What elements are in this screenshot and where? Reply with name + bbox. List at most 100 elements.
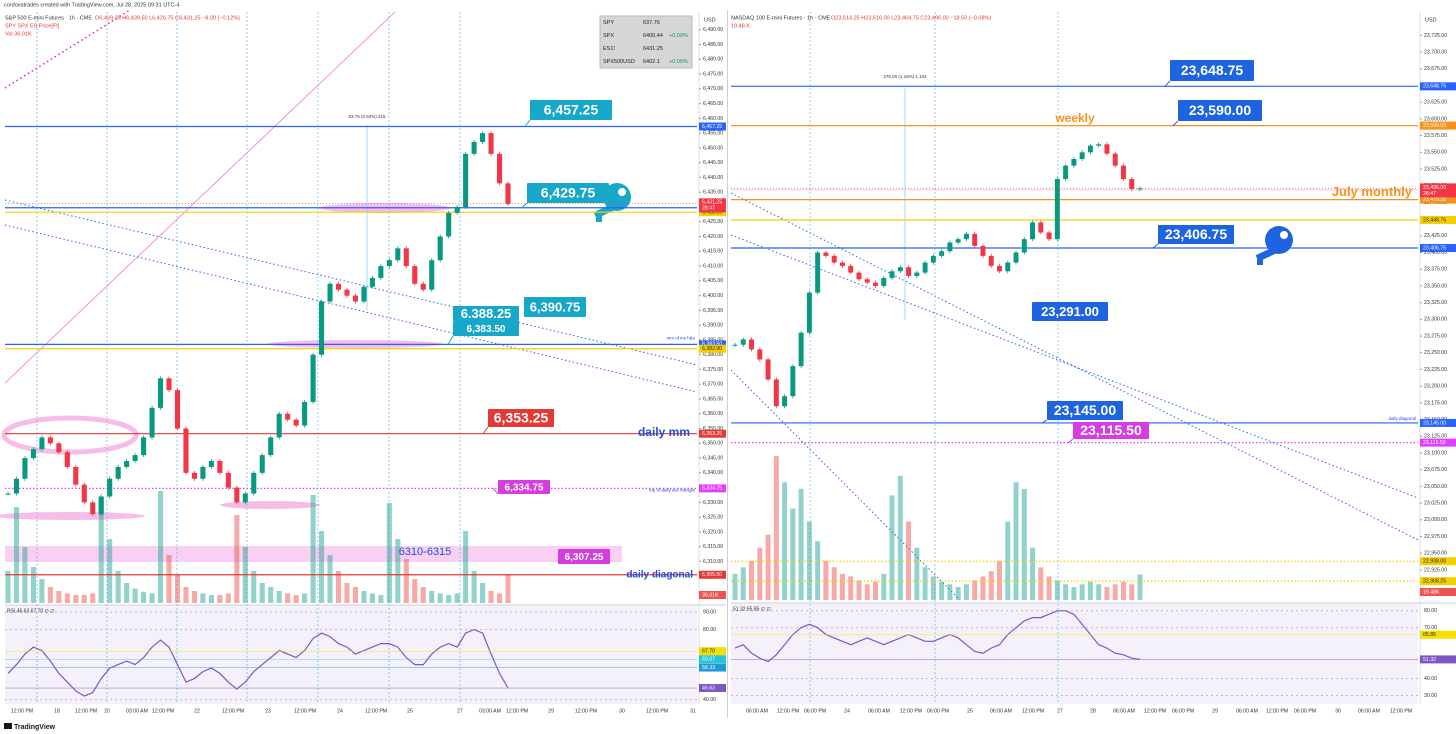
ohlc: O23,514.25 H23,516.00 L23,464.75 C23,496…: [831, 15, 991, 21]
volume-bar: [488, 591, 494, 603]
candle-body: [208, 461, 214, 467]
y-tick-label: 23,350.00: [1424, 283, 1447, 289]
volume-bar: [191, 591, 197, 603]
volume-bar: [1071, 586, 1077, 600]
y-tick-label: 23,025.00: [1424, 500, 1447, 506]
volume-bar: [1137, 574, 1143, 600]
price-badge-label: 22,908.25: [1423, 578, 1446, 584]
volume-bar: [56, 591, 62, 603]
volume-bar: [268, 587, 274, 603]
level-note: daily diagonal: [626, 569, 693, 580]
y-tick-label: 23,125.00: [1424, 434, 1447, 440]
volume-badge: [1420, 588, 1456, 596]
x-tick-label: 18: [54, 708, 60, 714]
candle-body: [1005, 262, 1011, 272]
price-badge: [1420, 418, 1456, 427]
volume-bar: [1021, 488, 1027, 600]
candle-body: [259, 455, 265, 473]
price-badge: [1420, 438, 1456, 447]
price-badge-label: 23,590.00: [1423, 123, 1446, 129]
rsi-line: [734, 610, 1141, 663]
volume-bar: [831, 567, 837, 600]
volume-bar: [740, 567, 746, 600]
x-tick-label: 20: [104, 708, 110, 714]
volume-bar: [352, 587, 358, 603]
symbol-title: S&P 500 E-mini Futures · 1h · CME: [5, 15, 92, 21]
volume-bar: [773, 456, 779, 600]
candle-body: [823, 252, 829, 256]
y-tick-label: 6,385.00: [703, 337, 723, 343]
price-badge: [699, 122, 726, 131]
candle-body: [906, 267, 912, 276]
info-cell: SPX500USD: [603, 59, 635, 65]
volume-bar: [183, 587, 189, 603]
price-badge-label: 23,145.00: [1423, 420, 1446, 426]
callout: [453, 306, 519, 321]
candle-body: [1021, 239, 1027, 253]
callout-label: 6,457.25: [544, 102, 599, 118]
y-tick-label: 6,310.00: [703, 559, 723, 565]
callout-pointer: [482, 426, 489, 435]
y-tick-label: 23,300.00: [1424, 317, 1447, 323]
price-badge-label: 23,479.25: [1423, 197, 1446, 203]
candle-body: [848, 265, 854, 273]
footer-logo: TradingView: [14, 724, 56, 731]
candle-body: [39, 437, 45, 450]
y-tick-label: 6,330.00: [703, 500, 723, 506]
price-badge: [699, 344, 726, 353]
x-tick-label: 30: [1335, 708, 1341, 714]
y-tick-label: 23,425.00: [1424, 233, 1447, 239]
credit: cordovatrades created with TradingView.c…: [4, 2, 179, 8]
volume-bar: [361, 591, 367, 603]
volume-bar: [403, 559, 409, 603]
volume-bar: [980, 576, 986, 600]
volume-bar: [47, 587, 53, 603]
annotation: 6,390.75: [530, 299, 581, 314]
candle-body: [191, 472, 197, 479]
rsi-badge: [699, 655, 726, 664]
volume-bar: [782, 482, 788, 600]
candle-body: [158, 378, 164, 408]
y-tick-label: 23,250.00: [1424, 350, 1447, 356]
price-badge-label: 6,383.50: [702, 342, 722, 348]
volume-bar: [798, 488, 804, 600]
trend-line: [4, 11, 396, 384]
volume-bar: [1112, 584, 1118, 600]
trend-line: [730, 234, 1419, 499]
volume-bar: [897, 475, 903, 600]
candle-body: [268, 437, 274, 456]
candle-body: [141, 437, 147, 456]
info-cell: 6402.1: [643, 59, 660, 65]
info-cell: 637.76: [643, 20, 660, 26]
x-tick-label: 03:00 AM: [479, 708, 501, 714]
candle-body: [1046, 232, 1052, 240]
candle-body: [488, 133, 494, 154]
rsi-line: [7, 628, 509, 697]
candle-body: [73, 466, 79, 485]
candle-body: [839, 262, 845, 266]
volume-bar: [889, 495, 895, 600]
price-badge-label: 22,938.00: [1423, 559, 1446, 565]
candle-body: [200, 466, 206, 479]
callout-label: 6,383.50: [467, 324, 506, 335]
volume-bar: [1104, 586, 1110, 600]
info-table: [599, 15, 693, 69]
candle-body: [955, 239, 961, 243]
candle-body: [1137, 188, 1143, 190]
rsi-zone: [731, 604, 1418, 704]
candle-body: [463, 153, 469, 207]
candle-body: [454, 207, 460, 213]
legend-item: 19.48 K: [731, 23, 750, 29]
callout: [558, 549, 610, 564]
callout-pointer: [1152, 243, 1159, 249]
candle-body: [782, 396, 788, 407]
trend-line: [4, 224, 698, 393]
candle-body: [183, 428, 189, 473]
x-tick-label: 06:00 AM: [990, 708, 1012, 714]
volume-bar: [251, 571, 257, 603]
volume-bar: [790, 508, 796, 600]
annotation: 53.75 (0.84%) 215: [348, 114, 386, 119]
y-tick-label: 6,490.00: [703, 27, 723, 33]
volume-badge-label: 19.48K: [1423, 589, 1440, 595]
volume-bar: [856, 580, 862, 600]
